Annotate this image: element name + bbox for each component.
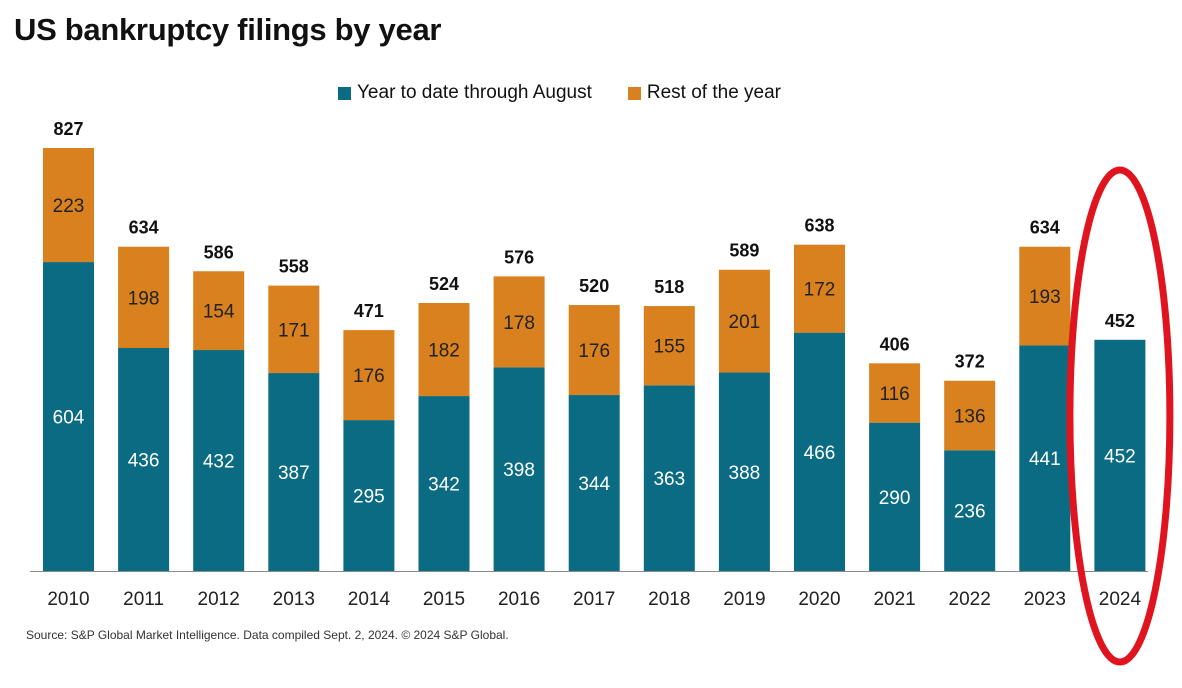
legend-item-rest: Rest of the year — [627, 82, 781, 104]
bar-rest-2018 — [643, 306, 695, 386]
bar-label-ytd-2014: 295 — [353, 487, 385, 508]
chart-legend: Year to date through August Rest of the … — [338, 82, 817, 104]
x-tick-2021: 2021 — [873, 589, 915, 610]
bar-label-rest-2022: 136 — [954, 407, 986, 428]
bar-label-ytd-2019: 388 — [729, 463, 761, 484]
bar-ytd-2012 — [193, 350, 245, 571]
bar-label-rest-2016: 178 — [503, 313, 535, 334]
total-label-2020: 638 — [804, 216, 834, 236]
total-label-2011: 634 — [129, 218, 159, 238]
bar-label-rest-2014: 176 — [353, 366, 385, 387]
bar-ytd-2018 — [643, 385, 695, 571]
x-tick-2019: 2019 — [723, 589, 765, 610]
x-tick-2020: 2020 — [798, 589, 840, 610]
bar-rest-2021 — [869, 363, 921, 423]
bar-ytd-2016 — [493, 367, 545, 571]
total-label-2018: 518 — [654, 277, 684, 297]
bar-label-rest-2021: 116 — [879, 384, 909, 405]
bar-label-ytd-2010: 604 — [53, 408, 85, 429]
bar-rest-2017 — [568, 305, 620, 396]
bar-label-ytd-2015: 342 — [428, 475, 460, 496]
legend-swatch-rest — [627, 86, 641, 100]
x-tick-2016: 2016 — [498, 589, 540, 610]
bar-ytd-2014 — [343, 420, 395, 571]
legend-item-ytd: Year to date through August — [338, 82, 592, 104]
bar-label-ytd-2020: 466 — [804, 443, 836, 464]
bar-ytd-2021 — [869, 422, 921, 571]
bar-label-rest-2013: 171 — [278, 320, 310, 341]
bar-label-ytd-2023: 441 — [1029, 449, 1061, 470]
bar-ytd-2010 — [43, 262, 94, 571]
bar-rest-2023 — [1019, 246, 1071, 346]
bar-label-rest-2023: 193 — [1029, 287, 1061, 308]
x-tick-2023: 2023 — [1024, 589, 1066, 610]
bar-rest-2014 — [343, 330, 395, 421]
x-tick-2012: 2012 — [198, 589, 240, 610]
total-label-2017: 520 — [579, 276, 609, 296]
bar-ytd-2024 — [1094, 339, 1146, 571]
total-label-2015: 524 — [429, 274, 459, 294]
bar-label-rest-2017: 176 — [578, 341, 610, 362]
total-label-2019: 589 — [729, 241, 759, 261]
bar-rest-2016 — [493, 276, 545, 368]
bar-label-ytd-2013: 387 — [278, 463, 310, 484]
bar-ytd-2011 — [118, 347, 170, 571]
chart-title: US bankruptcy filings by year — [14, 12, 442, 47]
total-label-2013: 558 — [279, 257, 309, 277]
total-label-2016: 576 — [504, 247, 534, 267]
bar-rest-2013 — [268, 285, 320, 374]
x-tick-2017: 2017 — [573, 589, 615, 610]
x-tick-2024: 2024 — [1099, 589, 1142, 610]
bar-label-ytd-2018: 363 — [653, 469, 685, 490]
bar-rest-2015 — [418, 302, 470, 397]
bar-ytd-2019 — [718, 372, 770, 571]
bar-label-rest-2012: 154 — [203, 302, 235, 323]
bar-ytd-2017 — [568, 395, 620, 571]
bar-label-rest-2018: 155 — [653, 337, 685, 358]
bar-rest-2011 — [118, 246, 170, 348]
legend-label-rest: Rest of the year — [646, 82, 781, 103]
bar-rest-2012 — [193, 271, 245, 351]
bar-label-ytd-2021: 290 — [879, 488, 911, 509]
total-label-2022: 372 — [955, 352, 985, 372]
bar-label-rest-2015: 182 — [428, 341, 460, 362]
source-note: Source: S&P Global Market Intelligence. … — [26, 628, 509, 642]
bar-label-rest-2010: 223 — [53, 196, 85, 217]
bar-rest-2010 — [43, 148, 94, 263]
x-tick-2013: 2013 — [273, 589, 315, 610]
bar-ytd-2013 — [268, 373, 320, 571]
bar-label-rest-2020: 172 — [804, 280, 836, 301]
bar-rest-2019 — [718, 269, 770, 373]
bar-label-ytd-2022: 236 — [954, 502, 986, 523]
highlight-ellipse-2024 — [1066, 166, 1174, 666]
bar-rest-2022 — [944, 380, 996, 451]
bar-label-rest-2019: 201 — [729, 312, 761, 333]
legend-swatch-ytd — [338, 86, 351, 100]
x-tick-2011: 2011 — [123, 589, 164, 610]
bar-label-rest-2011: 198 — [128, 288, 160, 309]
total-label-2021: 406 — [880, 334, 910, 354]
bar-ytd-2015 — [418, 396, 470, 571]
bar-rest-2020 — [794, 244, 845, 333]
bar-ytd-2022 — [944, 450, 996, 571]
bar-label-ytd-2024: 452 — [1104, 446, 1136, 467]
x-tick-2018: 2018 — [648, 589, 690, 610]
total-label-2010: 827 — [53, 119, 83, 139]
total-label-2014: 471 — [354, 301, 384, 321]
total-label-2024: 452 — [1105, 311, 1135, 331]
x-tick-2010: 2010 — [47, 589, 89, 610]
bar-label-ytd-2012: 432 — [203, 452, 235, 473]
bar-label-ytd-2017: 344 — [578, 474, 610, 495]
x-tick-2014: 2014 — [348, 589, 391, 610]
total-label-2023: 634 — [1030, 218, 1060, 238]
bar-ytd-2023 — [1019, 345, 1071, 571]
bar-label-ytd-2016: 398 — [503, 460, 535, 481]
total-label-2012: 586 — [204, 242, 234, 262]
legend-label-ytd: Year to date through August — [357, 82, 592, 103]
bar-ytd-2020 — [794, 332, 845, 571]
x-tick-2015: 2015 — [423, 589, 465, 610]
bar-label-ytd-2011: 436 — [128, 450, 160, 471]
x-tick-2022: 2022 — [949, 589, 991, 610]
